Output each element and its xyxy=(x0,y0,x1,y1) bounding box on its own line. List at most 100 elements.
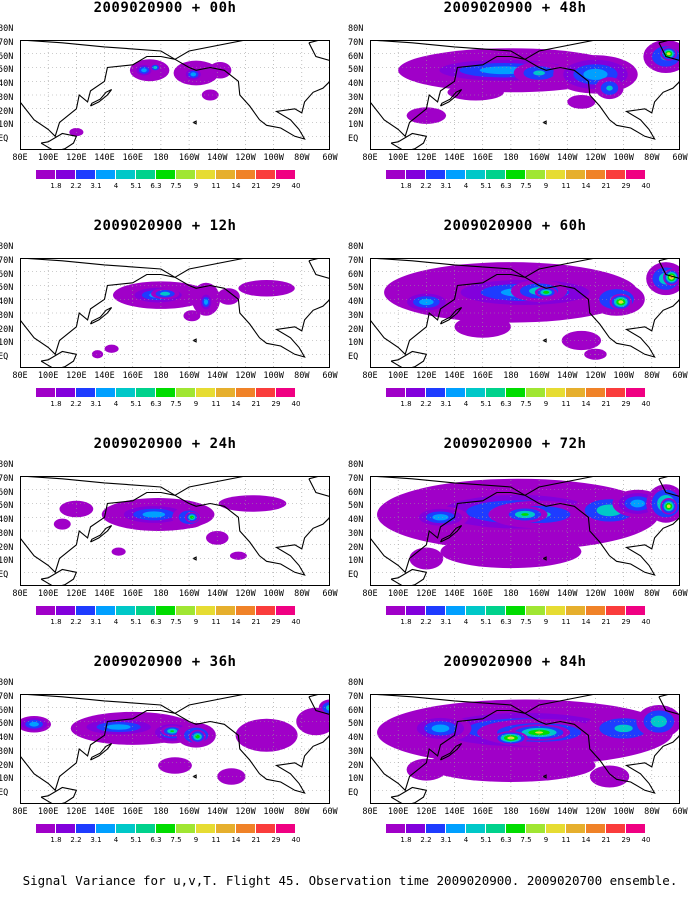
colorbar-swatch xyxy=(466,824,486,833)
lat-tick-label: 70N xyxy=(348,691,364,702)
lon-tick-label: 120W xyxy=(585,371,606,381)
colorbar-label: 4 xyxy=(113,182,119,190)
lat-tick-label: 20N xyxy=(0,324,14,335)
lat-tick-label: EQ xyxy=(0,134,9,144)
colorbar-label: 14 xyxy=(231,836,241,844)
lat-tick-label: 70N xyxy=(0,691,14,702)
lon-tick-label: 80W xyxy=(294,371,310,381)
variance-contour xyxy=(153,66,158,69)
variance-map xyxy=(20,258,330,368)
colorbar-label: 29 xyxy=(621,182,631,190)
variance-contour xyxy=(235,718,298,752)
colorbar-label: 14 xyxy=(581,400,591,408)
colorbar-swatch xyxy=(156,170,176,179)
lat-tick-label: 60N xyxy=(348,269,364,280)
coastline xyxy=(174,694,330,794)
variance-contour xyxy=(111,547,126,556)
lat-tick-label: 80N xyxy=(0,460,14,470)
colorbar-label: 11 xyxy=(561,182,571,190)
colorbar-label: 6.3 xyxy=(500,182,512,190)
colorbar-label: 21 xyxy=(601,182,611,190)
colorbar-label: 11 xyxy=(561,836,571,844)
lon-tick-label: 160W xyxy=(178,807,200,817)
map-panel-60h: 2009020900 + 60h 80N 70N 60N 50N 40N 30N 20N 10N… xyxy=(348,218,688,428)
colorbar-swatch xyxy=(136,170,156,179)
colorbar-swatch xyxy=(36,170,56,179)
coastline xyxy=(370,694,526,792)
colorbar-label: 9 xyxy=(193,400,199,408)
lat-tick-label: 40N xyxy=(348,515,364,525)
colorbar-swatch xyxy=(156,824,176,833)
colorbar xyxy=(386,388,646,397)
variance-map xyxy=(20,694,330,804)
colorbar-swatch xyxy=(506,170,526,179)
lat-tick-label: 40N xyxy=(0,79,14,89)
lon-tick-label: 100E xyxy=(387,371,409,381)
colorbar-swatch xyxy=(486,388,506,397)
colorbar-labels: 1.8 2.2 3.1 4 5.1 6.3 7.5 9 11 14 21 29 40 xyxy=(386,400,650,410)
colorbar xyxy=(386,170,646,179)
lon-tick-label: 120E xyxy=(416,371,437,381)
colorbar-swatch xyxy=(176,824,196,833)
colorbar-label: 9 xyxy=(193,836,199,844)
variance-contour xyxy=(91,350,104,359)
colorbar-swatch xyxy=(216,170,236,179)
colorbar-swatch xyxy=(256,170,276,179)
colorbar xyxy=(386,824,646,833)
colorbar-label: 21 xyxy=(251,618,261,626)
colorbar-label: 1.8 xyxy=(400,182,412,190)
coastline xyxy=(174,476,330,576)
lat-tick-label: 70N xyxy=(348,255,364,266)
map-panel-24h: 2009020900 + 24h 80N 70N 60N 50N 40N 30N 20N 10N… xyxy=(0,436,338,646)
panel-title: 2009020900 + 12h xyxy=(93,218,237,234)
lon-tick-label: 80W xyxy=(294,807,310,817)
coastline xyxy=(370,40,526,138)
colorbar-swatch xyxy=(56,606,76,615)
lat-tick-label: 10N xyxy=(0,774,14,785)
colorbar-swatch xyxy=(56,388,76,397)
colorbar-label: 3.1 xyxy=(440,836,452,844)
lon-tick-label: 60W xyxy=(322,589,338,599)
map-panel-12h: 2009020900 + 12h 80N 70N 60N 50N 40N 30N 20N 10N… xyxy=(0,218,338,428)
coastline xyxy=(658,694,680,716)
colorbar-swatch xyxy=(506,824,526,833)
lon-tick-label: 120W xyxy=(585,589,606,599)
colorbar-swatch xyxy=(586,824,606,833)
colorbar-labels: 1.8 2.2 3.1 4 5.1 6.3 7.5 9 11 14 21 29 40 xyxy=(36,400,300,410)
coastline xyxy=(193,338,197,343)
colorbar-label: 7.5 xyxy=(170,836,182,844)
variance-contour xyxy=(170,730,175,733)
variance-contour xyxy=(160,291,171,296)
variance-contour xyxy=(567,95,596,109)
lon-tick-label: 180 xyxy=(153,589,169,599)
lat-tick-label: EQ xyxy=(0,788,9,798)
lon-tick-label: 100W xyxy=(263,153,284,163)
lat-tick-label: EQ xyxy=(348,352,359,362)
colorbar-swatch xyxy=(76,606,96,615)
lat-tick-label: 50N xyxy=(0,283,14,294)
lat-tick-label: 30N xyxy=(348,528,364,539)
lat-tick-label: 80N xyxy=(348,678,364,688)
colorbar-swatch xyxy=(136,388,156,397)
colorbar-label: 3.1 xyxy=(90,400,102,408)
colorbar-label: 4 xyxy=(463,836,469,844)
coastline xyxy=(390,568,428,586)
variance-contour xyxy=(521,513,529,516)
colorbar-label: 14 xyxy=(231,182,241,190)
lat-tick-label: 10N xyxy=(348,338,364,349)
lat-tick-label: 20N xyxy=(348,760,364,771)
lon-tick-label: 120W xyxy=(235,807,256,817)
lat-tick-label: 70N xyxy=(0,473,14,484)
colorbar-label: 14 xyxy=(581,618,591,626)
colorbar-swatch xyxy=(626,388,646,397)
colorbar-label: 5.1 xyxy=(480,836,492,844)
colorbar-swatch xyxy=(566,388,586,397)
colorbar-swatch xyxy=(236,606,256,615)
coastline xyxy=(524,694,680,794)
colorbar-label: 1.8 xyxy=(50,182,62,190)
variance-contour xyxy=(238,280,295,297)
colorbar-label: 2.2 xyxy=(420,618,432,626)
lat-tick-label: 70N xyxy=(0,255,14,266)
colorbar-swatch xyxy=(216,388,236,397)
coastline xyxy=(20,476,176,574)
